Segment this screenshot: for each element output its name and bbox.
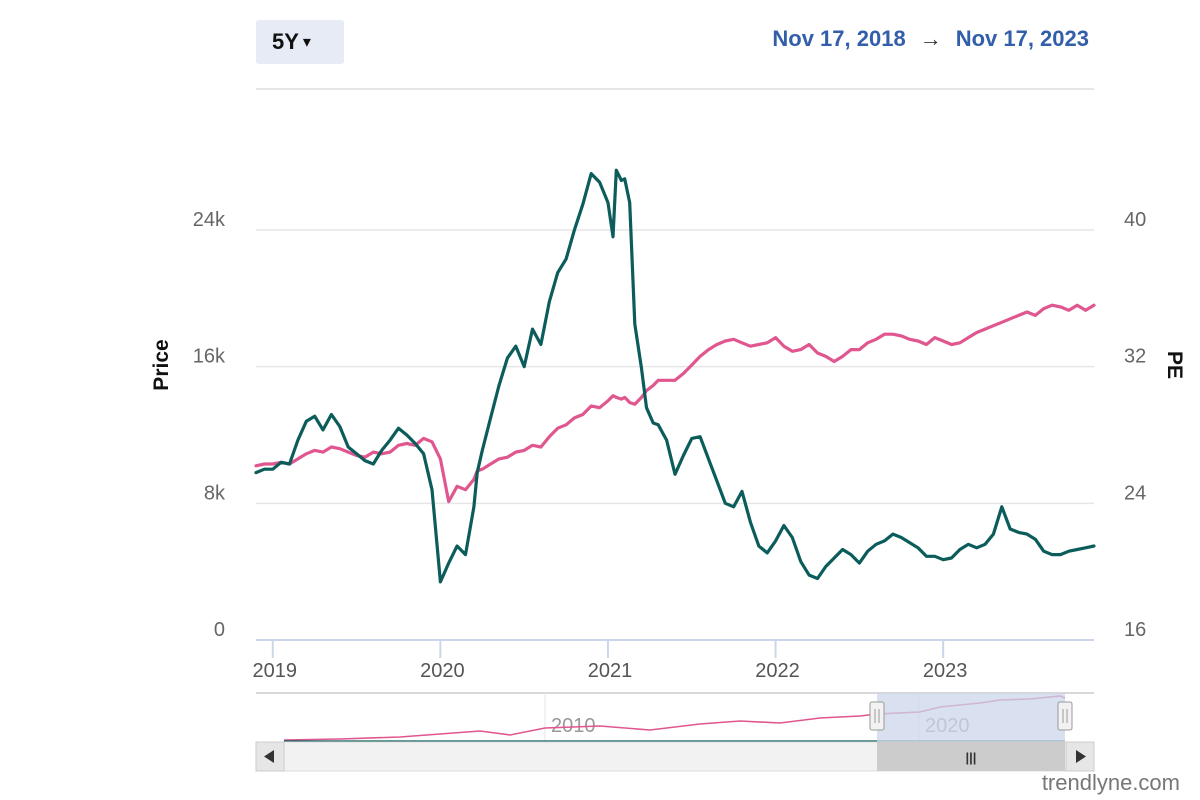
y-right-tick-label: 16	[1124, 619, 1146, 641]
y-axis-left-title: Price	[150, 339, 173, 390]
y-axis-right-title: PE	[1163, 351, 1186, 379]
triangle-left-icon	[264, 750, 274, 763]
x-tick-label: 2021	[588, 660, 633, 682]
date-from[interactable]: Nov 17, 2018	[772, 26, 906, 51]
triangle-right-icon	[1076, 750, 1086, 763]
navigator-label-2010: 2010	[551, 715, 596, 737]
scrollbar[interactable]: |||	[255, 741, 1095, 772]
y-axis-left-ticks: 0 8k 16k 24k	[193, 209, 226, 641]
price-line	[254, 168, 1096, 584]
navigator-handle-right[interactable]	[1057, 701, 1073, 731]
arrow-right-icon: →	[919, 26, 942, 51]
y-right-tick-label: 32	[1124, 346, 1146, 368]
x-tick-label: 2020	[420, 660, 465, 682]
x-tick-label: 2023	[923, 660, 968, 682]
y-left-tick-label: 8k	[204, 482, 226, 504]
date-range: Nov 17, 2018 → Nov 17, 2023	[772, 26, 1089, 52]
y-left-tick-label: 0	[214, 619, 225, 641]
y-axis-right-ticks: 16 24 32 40	[1124, 209, 1146, 641]
navigator-selection-mask[interactable]	[877, 693, 1065, 742]
y-left-tick-label: 24k	[193, 209, 226, 231]
y-right-tick-label: 40	[1124, 209, 1146, 231]
x-axis: 2019 2020 2021 2022 2023	[253, 639, 1094, 682]
range-selector-label: 5Y	[272, 29, 299, 54]
range-selector-button[interactable]: 5Y ▾	[256, 20, 344, 64]
y-left-tick-label: 16k	[193, 346, 226, 368]
chevron-down-icon: ▾	[302, 34, 311, 51]
watermark: trendlyne.com	[1041, 770, 1180, 795]
scrollbar-thumb[interactable]	[877, 742, 1065, 771]
date-to[interactable]: Nov 17, 2023	[955, 26, 1089, 51]
navigator[interactable]: 2010 2020	[256, 692, 1094, 742]
pe-line	[254, 303, 1096, 504]
navigator-handle-left[interactable]	[869, 701, 885, 731]
gridlines	[256, 229, 1094, 505]
series-group	[254, 168, 1096, 584]
x-tick-label: 2019	[253, 660, 298, 682]
scrollbar-grip-icon: |||	[966, 750, 977, 765]
x-tick-label: 2022	[755, 660, 800, 682]
y-right-tick-label: 24	[1124, 482, 1146, 504]
